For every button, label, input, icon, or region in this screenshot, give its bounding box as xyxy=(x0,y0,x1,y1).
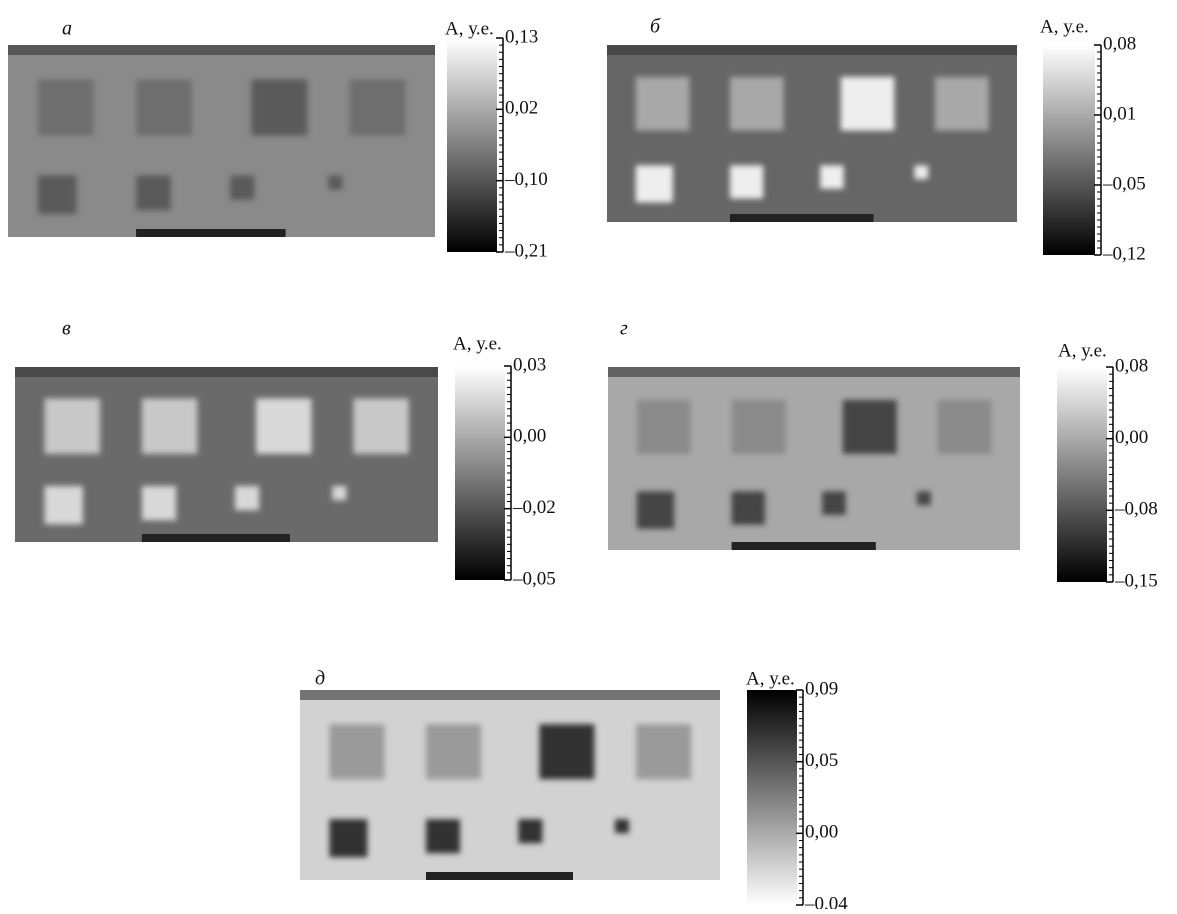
defect-small xyxy=(235,486,259,510)
tick-label: –0,12 xyxy=(1102,243,1146,264)
defect-large xyxy=(350,80,406,136)
panel-label: а xyxy=(62,18,72,40)
tick-label: 0,05 xyxy=(805,750,838,771)
defect-large xyxy=(935,77,989,131)
defect-small xyxy=(917,491,931,505)
tick-label: –0,02 xyxy=(512,497,556,518)
colorbar-title: A, у.е. xyxy=(1040,16,1089,37)
thermogram xyxy=(607,45,1017,222)
defect-large xyxy=(636,724,691,779)
thermogram xyxy=(608,367,1020,550)
defect-large xyxy=(426,724,481,779)
defect-large xyxy=(251,80,307,136)
image-top-strip xyxy=(300,690,720,700)
tick-label: –0,10 xyxy=(504,169,548,190)
defect-small xyxy=(732,491,765,524)
colorbar-title: A, у.е. xyxy=(453,333,502,354)
tick-label: –0,05 xyxy=(1102,173,1146,194)
defect-small xyxy=(822,491,846,515)
defect-small xyxy=(230,176,254,200)
image-bottom-strip xyxy=(136,229,285,237)
panel: в A, у.е. 0,03 0,00 –0,02 –0,05 xyxy=(15,318,556,590)
defect-small xyxy=(615,819,629,833)
tick-label: 0,00 xyxy=(513,426,546,447)
defect-large xyxy=(938,400,992,454)
image-top-strip xyxy=(608,367,1020,377)
defect-large xyxy=(353,399,408,454)
image-top-strip xyxy=(15,367,438,377)
image-bottom-strip xyxy=(730,214,874,222)
defect-small xyxy=(426,819,460,853)
defect-small xyxy=(518,819,542,843)
defect-large xyxy=(329,724,384,779)
defect-small xyxy=(142,486,176,520)
panel: г A, у.е. 0,08 0,00 –0,08 –0,15 xyxy=(608,318,1158,592)
tick-label: –0,04 xyxy=(804,893,848,909)
tick-label: –0,08 xyxy=(1114,499,1158,520)
colorbar xyxy=(447,38,497,252)
defect-small xyxy=(45,486,83,524)
defect-large xyxy=(732,400,786,454)
tick-label: –0,15 xyxy=(1114,570,1158,591)
panel-label: д xyxy=(315,668,325,690)
tick-label: 0,00 xyxy=(805,822,838,843)
tick-label: 0,00 xyxy=(1115,427,1148,448)
tick-label: 0,02 xyxy=(505,98,538,119)
defect-large xyxy=(45,399,100,454)
image-bottom-strip xyxy=(426,872,573,880)
tick-label: 0,03 xyxy=(513,354,546,375)
defect-small xyxy=(329,819,367,857)
image-top-strip xyxy=(607,45,1017,55)
tick-label: 0,08 xyxy=(1103,33,1136,54)
tick-label: 0,09 xyxy=(805,678,838,699)
defect-small xyxy=(328,176,342,190)
panel-label: б xyxy=(650,16,661,38)
tick-label: 0,08 xyxy=(1115,355,1148,376)
tick-label: –0,05 xyxy=(512,568,556,589)
colorbar xyxy=(455,366,505,580)
panel: б A, у.е. 0,08 0,01 –0,05 –0,12 xyxy=(607,16,1146,265)
thermogram xyxy=(300,690,720,880)
defect-small xyxy=(637,491,674,528)
defect-small xyxy=(332,486,346,500)
defect-small xyxy=(136,176,171,211)
panel: д A, у.е. 0,09 0,05 0,00 –0,04 xyxy=(300,668,848,909)
defect-small xyxy=(730,165,763,198)
defect-large xyxy=(637,400,691,454)
defect-large xyxy=(636,77,690,131)
defect-large xyxy=(539,724,594,779)
defect-large xyxy=(136,80,192,136)
defect-large xyxy=(730,77,784,131)
panel: а A, у.е. 0,13 0,02 –0,10 –0,21 xyxy=(8,18,548,262)
colorbar-title: A, у.е. xyxy=(445,18,494,39)
defect-large xyxy=(841,77,895,131)
defect-large xyxy=(38,80,94,136)
defect-small xyxy=(38,176,77,215)
defect-small xyxy=(820,165,843,188)
tick-label: 0,13 xyxy=(505,26,538,47)
image-top-strip xyxy=(8,45,435,55)
defect-large xyxy=(142,399,197,454)
thermogram xyxy=(15,367,438,542)
colorbar xyxy=(1043,45,1095,255)
image-bottom-strip xyxy=(732,542,876,550)
defect-large xyxy=(843,400,897,454)
figure: а A, у.е. 0,13 0,02 –0,10 –0,21 б A, у.е. 0,08 0,… xyxy=(0,0,1177,909)
panel-label: в xyxy=(62,318,71,340)
colorbar-title: A, у.е. xyxy=(746,668,795,689)
panel-label: г xyxy=(620,318,628,340)
colorbar xyxy=(1057,367,1107,582)
defect-large xyxy=(256,399,311,454)
image-bottom-strip xyxy=(142,534,290,542)
defect-small xyxy=(636,165,673,202)
colorbar-title: A, у.е. xyxy=(1058,340,1107,361)
colorbar xyxy=(747,690,797,905)
tick-label: –0,21 xyxy=(504,240,548,261)
tick-label: 0,01 xyxy=(1103,103,1136,124)
thermogram xyxy=(8,45,435,237)
defect-small xyxy=(915,165,929,179)
